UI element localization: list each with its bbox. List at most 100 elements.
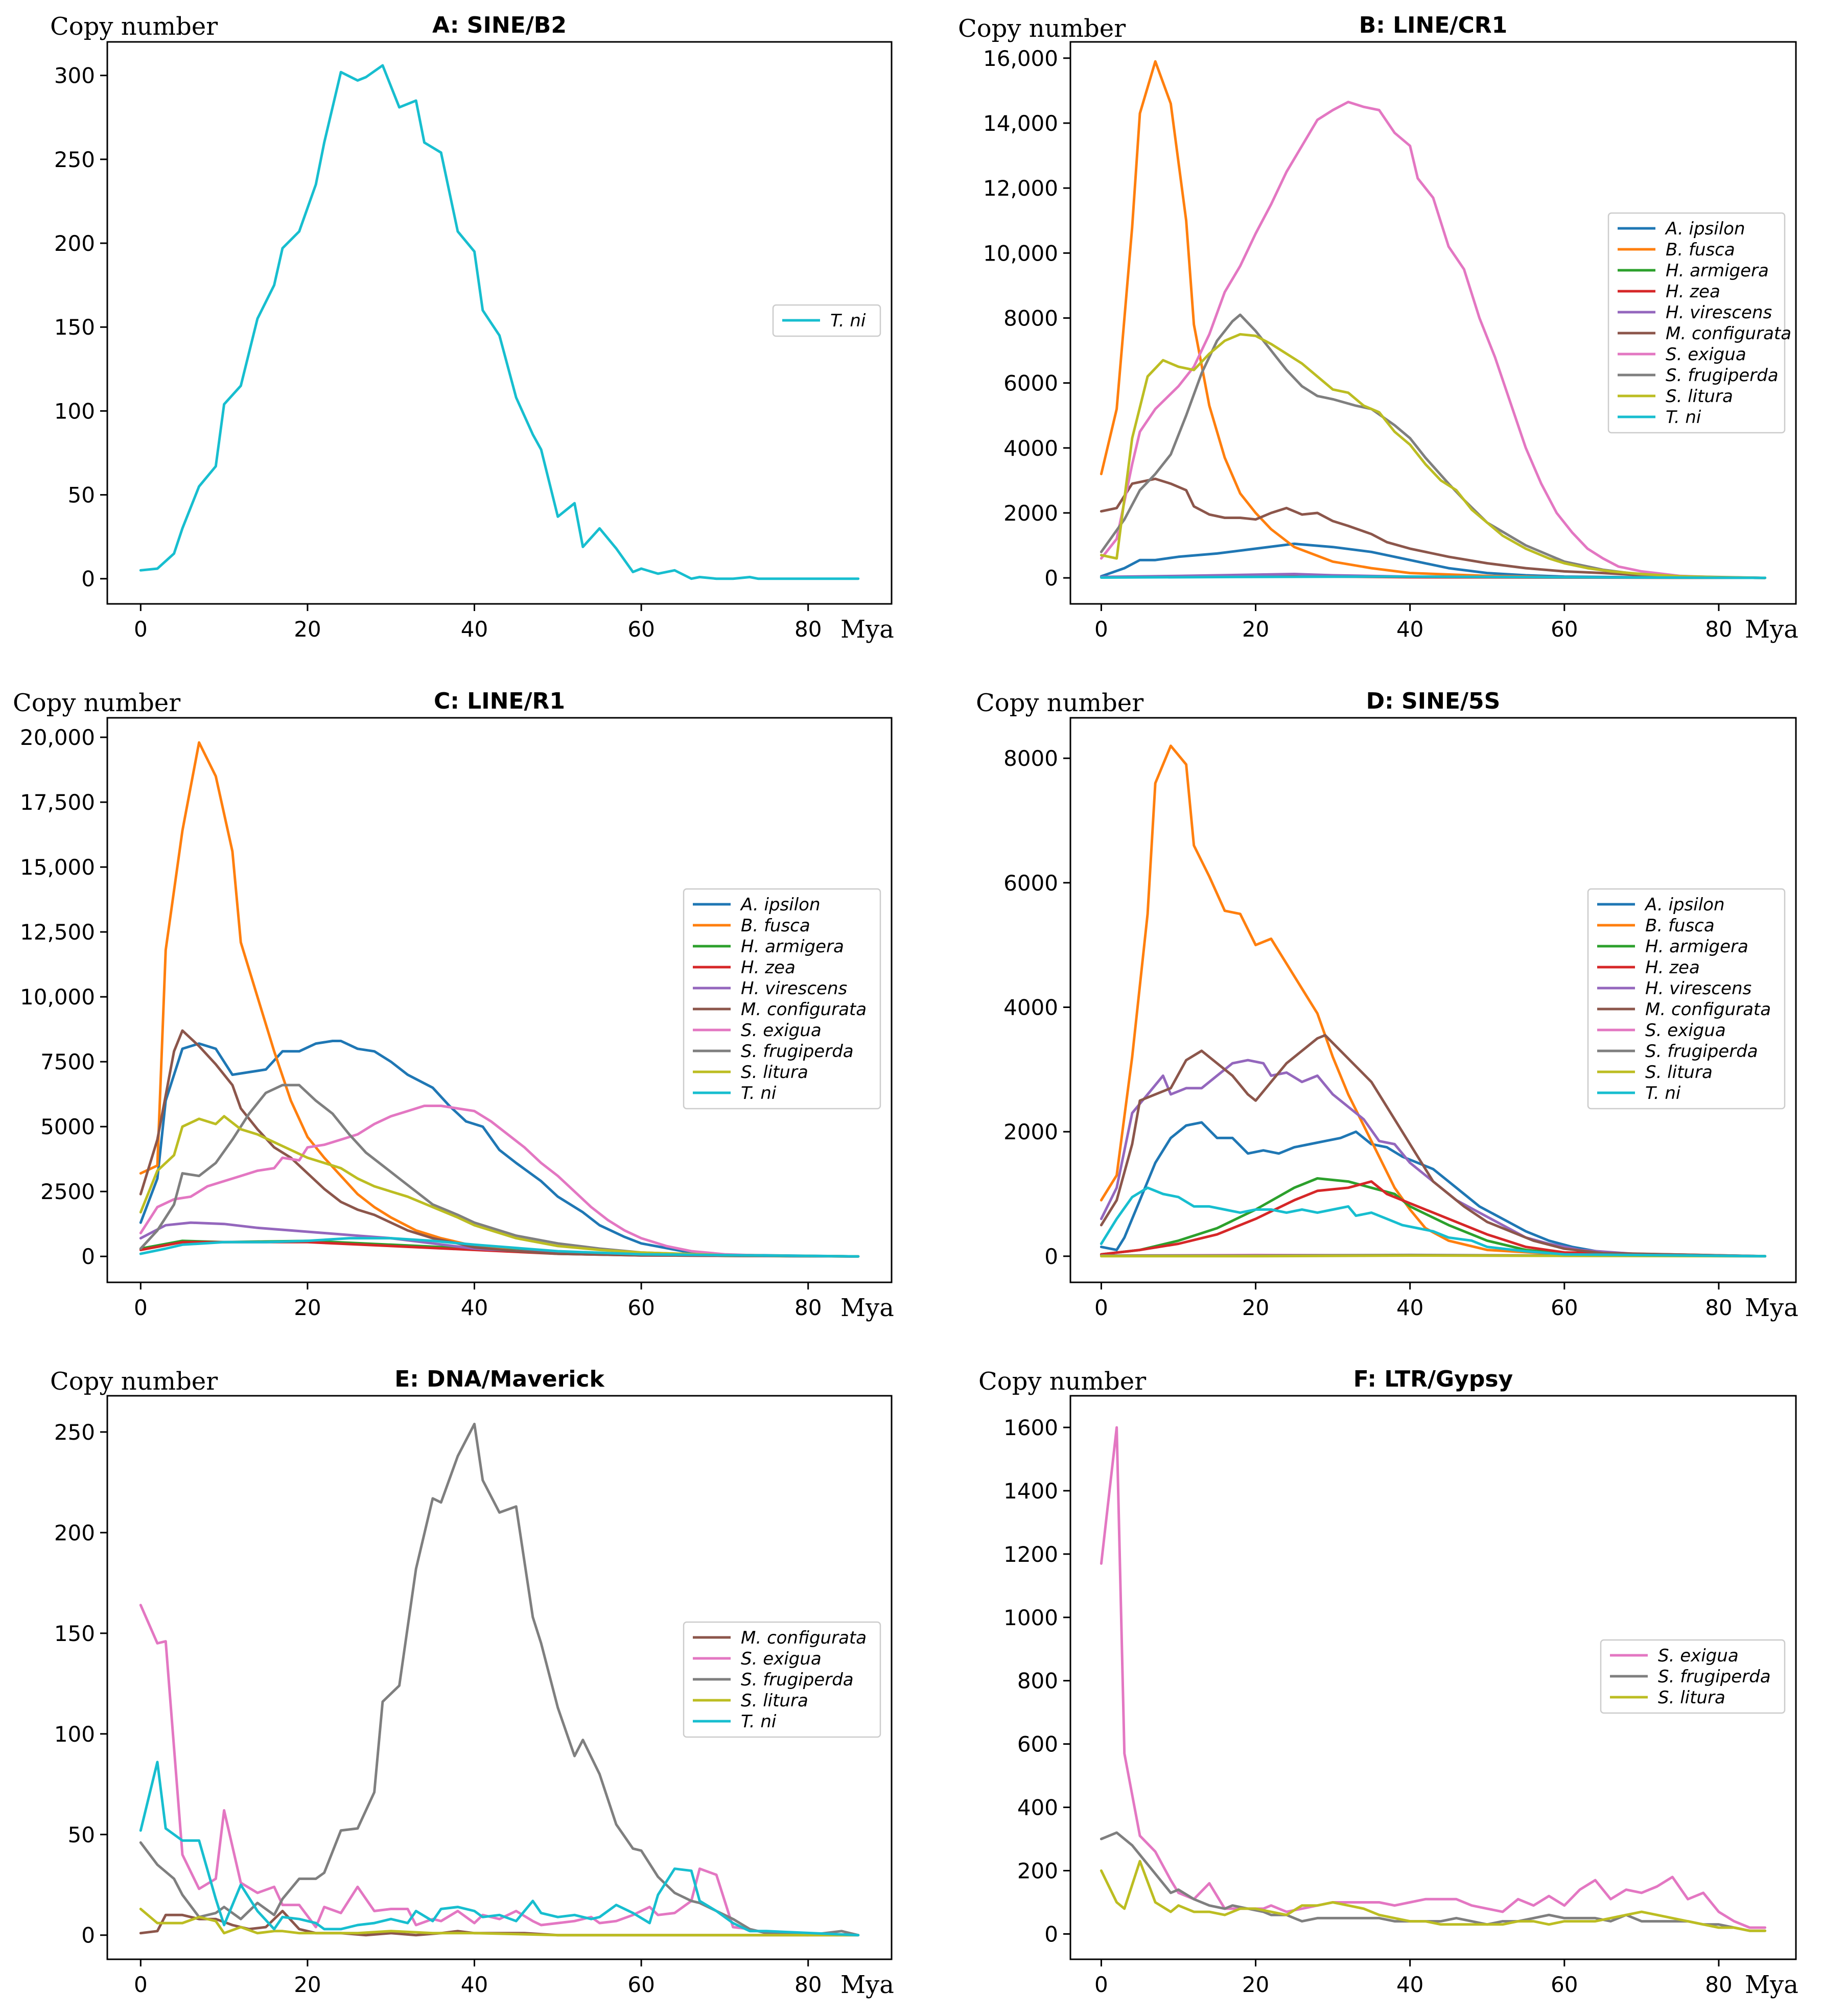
- legend-box: [1607, 212, 1786, 434]
- series-line-t-ni: [139, 1237, 860, 1258]
- y-tick-label: 2000: [1003, 501, 1058, 526]
- plot-frame: [1069, 1395, 1797, 1960]
- legend-label-s-litura: S. litura: [741, 1691, 808, 1711]
- series-line-s-exigua: [139, 1105, 860, 1258]
- legend-label-s-frugiperda: S. frugiperda: [741, 1041, 854, 1062]
- x-tick-label: 60: [1551, 617, 1578, 642]
- y-tick-label: 1600: [1003, 1415, 1058, 1440]
- legend-label-a-ipsilon: A. ipsilon: [1665, 219, 1745, 239]
- x-tick-label: 0: [134, 617, 148, 642]
- panel-c: 0 20 40 60 80 Mya 0 2500 5000 7500 10,000 12,500 15,…: [13, 688, 894, 1322]
- series-group: [139, 64, 860, 580]
- x-axis-unit: Mya: [840, 615, 894, 644]
- y-tick-label: 150: [54, 315, 95, 340]
- legend-label-b-fusca: B. fusca: [741, 916, 810, 936]
- x-tick-label: 20: [294, 1972, 321, 1997]
- y-tick-label: 16,000: [983, 46, 1058, 71]
- x-tick-label: 80: [795, 1972, 822, 1997]
- legend: T. ni: [772, 304, 881, 337]
- x-tick-label: 60: [627, 617, 655, 642]
- y-tick-label: 200: [54, 231, 95, 256]
- legend-label-m-configurata: M. configurata: [741, 999, 867, 1020]
- panel-f: 0 20 40 60 80 Mya 0 200 400 600 800 1000 1200 1400 160…: [978, 1366, 1798, 1999]
- x-tick-label: 80: [1705, 1972, 1732, 1997]
- chart-title: C: LINE/R1: [434, 688, 565, 714]
- x-axis-unit: Mya: [840, 1294, 894, 1322]
- y-tick-label: 2500: [40, 1179, 95, 1204]
- series-line-s-litura: [139, 1115, 860, 1258]
- x-tick-label: 60: [627, 1972, 655, 1997]
- x-tick-label: 20: [1242, 617, 1269, 642]
- x-tick-label: 0: [1094, 1295, 1108, 1320]
- y-tick-label: 8000: [1003, 746, 1058, 771]
- x-tick-label: 40: [1396, 1295, 1423, 1320]
- y-tick-label: 100: [54, 1722, 95, 1747]
- y-tick-label: 1400: [1003, 1479, 1058, 1504]
- legend-box: [683, 1621, 881, 1738]
- x-tick-label: 20: [294, 617, 321, 642]
- panel-b: 0 20 40 60 80 Mya 0 2000 4000 6000 8000 10,000 12,00…: [958, 12, 1798, 644]
- x-tick-label: 0: [134, 1295, 148, 1320]
- y-tick-label: 1000: [1003, 1605, 1058, 1630]
- y-tick-label: 200: [1017, 1858, 1058, 1883]
- series-line-h-armigera: [1100, 1177, 1767, 1258]
- series-line-s-exigua: [1100, 1426, 1767, 1929]
- chart-title: A: SINE/B2: [432, 12, 567, 38]
- y-tick-label: 0: [1044, 1244, 1058, 1269]
- legend-label-a-ipsilon: A. ipsilon: [1644, 895, 1725, 915]
- y-tick-label: 800: [1017, 1669, 1058, 1694]
- series-line-a-ipsilon: [139, 1040, 860, 1258]
- legend-label-a-ipsilon: A. ipsilon: [740, 895, 821, 915]
- legend-label-s-frugiperda: S. frugiperda: [1645, 1041, 1758, 1062]
- chart-title: B: LINE/CR1: [1359, 12, 1508, 38]
- y-tick-label: 200: [54, 1520, 95, 1545]
- y-tick-label: 1200: [1003, 1542, 1058, 1567]
- plot-frame: [106, 1395, 893, 1960]
- series-group: [139, 1422, 860, 1937]
- y-tick-label: 250: [54, 1420, 95, 1445]
- plot-frame: [106, 717, 893, 1283]
- y-tick-label: 7500: [40, 1049, 95, 1074]
- legend-label-t-ni: T. ni: [741, 1083, 777, 1104]
- legend-label-s-litura: S. litura: [1645, 1062, 1713, 1083]
- legend-label-h-armigera: H. armigera: [741, 936, 844, 957]
- series-group: [139, 741, 860, 1258]
- y-tick-label: 12,500: [20, 920, 95, 945]
- y-tick-label: 0: [81, 567, 95, 592]
- y-tick-label: 300: [54, 63, 95, 88]
- panel-e: 0 20 40 60 80 Mya 0 50 100 150 200 250 Copy number E:…: [50, 1366, 894, 1999]
- legend-label-t-ni: T. ni: [1645, 1083, 1681, 1104]
- legend-label-s-litura: S. litura: [1666, 386, 1733, 407]
- series-line-m-configurata: [1100, 477, 1767, 579]
- y-axis-label: Copy number: [13, 689, 180, 717]
- y-tick-label: 10,000: [20, 984, 95, 1010]
- legend-label-h-virescens: H. virescens: [741, 978, 847, 999]
- y-axis-label: Copy number: [50, 1367, 218, 1396]
- y-axis-label: Copy number: [50, 12, 218, 41]
- legend-label-s-exigua: S. exigua: [1645, 1020, 1726, 1041]
- legend-box: [772, 304, 881, 337]
- series-line-s-litura: [1100, 1860, 1767, 1932]
- x-tick-label: 80: [795, 617, 822, 642]
- series-line-m-configurata: [1100, 1034, 1767, 1258]
- series-line-m-configurata: [139, 1029, 860, 1258]
- x-tick-label: 60: [1551, 1295, 1578, 1320]
- y-axis-label: Copy number: [978, 1367, 1146, 1396]
- legend-label-t-ni: T. ni: [741, 1712, 777, 1732]
- series-line-s-frugiperda: [139, 1422, 860, 1937]
- legend-label-s-frugiperda: S. frugiperda: [1658, 1667, 1771, 1687]
- series-group: [1100, 1426, 1767, 1932]
- series-line-t-ni: [1100, 1186, 1767, 1258]
- x-tick-label: 0: [134, 1972, 148, 1997]
- plot-frame: [1069, 41, 1797, 605]
- y-tick-label: 20,000: [20, 725, 95, 750]
- x-axis-unit: Mya: [840, 1971, 894, 1999]
- series-line-a-ipsilon: [1100, 1121, 1767, 1258]
- x-tick-label: 20: [1242, 1295, 1269, 1320]
- series-line-t-ni: [139, 1761, 860, 1937]
- legend-label-s-litura: S. litura: [1658, 1687, 1725, 1708]
- legend-label-s-litura: S. litura: [741, 1062, 808, 1083]
- y-tick-label: 0: [1044, 1921, 1058, 1947]
